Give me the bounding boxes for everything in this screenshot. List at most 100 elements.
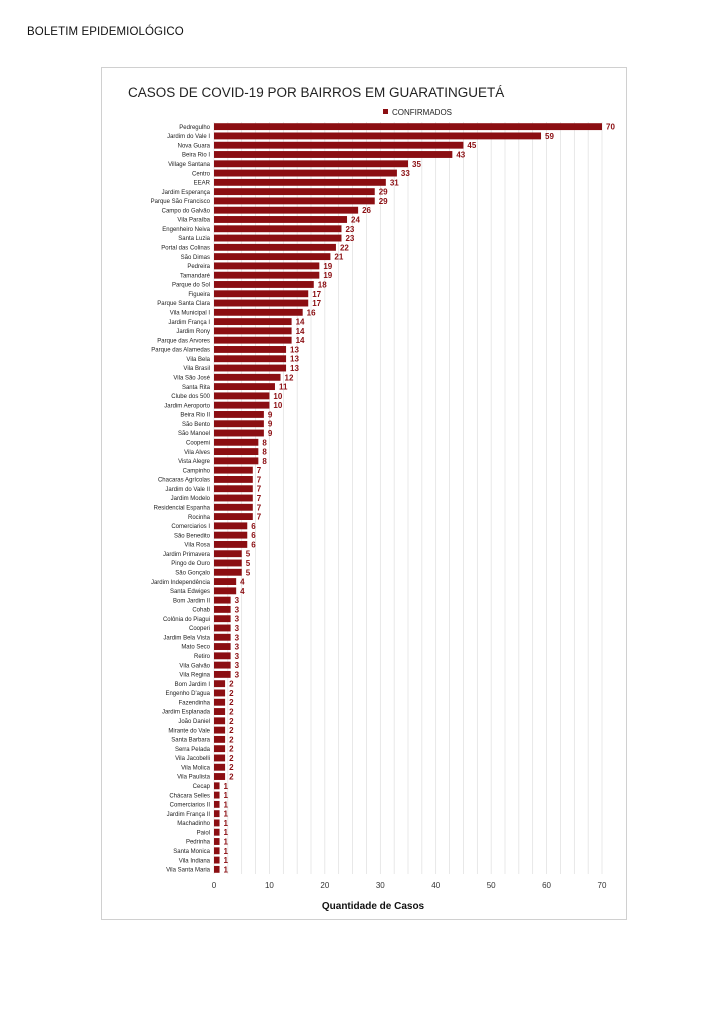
data-label: 7	[257, 485, 262, 494]
bar	[214, 188, 375, 196]
bar	[214, 494, 253, 502]
category-label: Campo do Galvão	[162, 208, 211, 214]
data-label: 31	[390, 178, 399, 187]
legend-label-confirmados: CONFIRMADOS	[392, 108, 452, 117]
category-label: Machadinho	[177, 821, 210, 827]
x-axis-title: Quantidade de Casos	[322, 901, 425, 912]
category-label: Jardim Aeroporto	[164, 403, 210, 409]
bar	[214, 234, 342, 242]
bar	[214, 327, 292, 335]
bar	[214, 531, 248, 539]
x-tick-label: 0	[212, 881, 217, 890]
data-label: 1	[224, 847, 229, 856]
bar	[214, 160, 408, 168]
data-label: 6	[251, 522, 256, 531]
data-label: 19	[323, 262, 332, 271]
category-label: Chácara Selles	[169, 793, 210, 799]
category-label: Vila Bela	[186, 357, 210, 363]
bar	[214, 522, 248, 530]
data-label: 5	[246, 568, 251, 577]
bar	[214, 132, 542, 140]
category-label: Rocinha	[188, 515, 211, 521]
category-label: Vila Galvão	[179, 663, 210, 669]
data-label: 29	[379, 197, 388, 206]
category-label: Vila Molica	[181, 765, 211, 771]
category-label: Serra Pelada	[175, 747, 211, 753]
category-label: Portal das Colinas	[161, 246, 210, 252]
data-label: 7	[257, 513, 262, 522]
category-label: Jardim Independência	[151, 580, 211, 586]
bar	[214, 578, 237, 585]
category-label: Residencial Espanha	[154, 505, 211, 511]
category-label: Pingo de Ouro	[171, 561, 210, 567]
data-label: 17	[312, 299, 321, 308]
bar-chart: CASOS DE COVID-19 POR BAIRROS EM GUARATI…	[128, 85, 615, 912]
bar	[214, 169, 397, 177]
category-label: Jardim Modelo	[171, 496, 211, 502]
data-label: 16	[307, 308, 316, 317]
bar	[214, 206, 359, 214]
category-label: Vila Paulista	[177, 775, 211, 781]
bar	[214, 299, 309, 307]
category-label: Engenheiro Neiva	[162, 227, 210, 233]
category-label: Pedrinha	[186, 840, 211, 846]
data-label: 12	[285, 373, 294, 382]
data-label: 23	[345, 234, 354, 243]
bar	[214, 503, 253, 511]
x-tick-label: 20	[320, 881, 329, 890]
category-label: Jardim Esperança	[162, 190, 211, 196]
bar	[214, 680, 226, 688]
bar	[214, 485, 253, 493]
category-label: Vila Alves	[184, 450, 210, 456]
bar	[214, 838, 220, 845]
x-tick-label: 10	[265, 881, 274, 890]
data-label: 21	[334, 253, 343, 262]
data-label: 8	[262, 438, 267, 447]
category-label: Parque das Alamedas	[151, 348, 210, 354]
bar	[214, 800, 220, 808]
bar	[214, 411, 264, 418]
data-label: 1	[224, 810, 229, 819]
category-label: Vila Rosa	[184, 543, 210, 549]
data-label: 2	[229, 763, 234, 772]
data-label: 2	[229, 698, 234, 707]
category-label: Parque Santa Clara	[157, 301, 210, 307]
data-label: 13	[290, 364, 299, 373]
data-label: 1	[224, 800, 229, 809]
data-label: 7	[257, 475, 262, 484]
x-tick-label: 40	[431, 881, 440, 890]
data-label: 2	[229, 708, 234, 717]
bar	[214, 429, 264, 437]
bar	[214, 364, 287, 372]
category-label: Vila Regina	[179, 673, 210, 679]
bar	[214, 438, 259, 446]
category-label: Vila Santa Maria	[166, 868, 211, 874]
bar	[214, 689, 226, 697]
data-label: 3	[235, 596, 240, 605]
data-label: 1	[224, 865, 229, 874]
bar	[214, 318, 292, 326]
data-label: 6	[251, 531, 256, 540]
category-label: Pedregulho	[179, 125, 210, 131]
data-label: 5	[246, 550, 251, 559]
category-label: Jardim Rony	[176, 329, 210, 335]
bar	[214, 178, 386, 186]
category-label: Paiol	[197, 830, 210, 836]
x-tick-label: 60	[542, 881, 551, 890]
category-label: Parque São Francisco	[151, 199, 211, 205]
bar	[214, 745, 226, 753]
bar	[214, 754, 226, 762]
data-label: 10	[273, 392, 282, 401]
bar	[214, 141, 464, 149]
category-label: Cooperi	[189, 626, 210, 632]
data-label: 35	[412, 160, 421, 169]
bar	[214, 243, 336, 251]
category-label: Coopemi	[186, 440, 210, 446]
category-label: Parque das Arvores	[157, 338, 210, 344]
x-axis-ticks: 0 10 20 30 40 50 60 70	[212, 881, 607, 890]
legend: CONFIRMADOS	[383, 108, 452, 117]
data-label: 3	[235, 605, 240, 614]
category-label: Santa Edwiges	[170, 589, 210, 595]
data-label: 59	[545, 132, 554, 141]
bar	[214, 550, 242, 558]
